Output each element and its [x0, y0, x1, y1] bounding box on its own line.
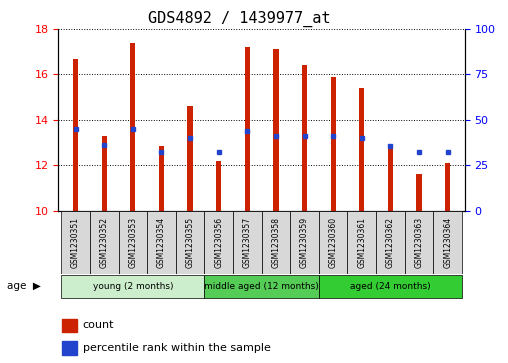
- FancyBboxPatch shape: [61, 275, 204, 298]
- FancyBboxPatch shape: [147, 211, 176, 274]
- Bar: [359, 88, 364, 211]
- Text: count: count: [83, 321, 114, 330]
- Text: GSM1230351: GSM1230351: [71, 217, 80, 268]
- FancyBboxPatch shape: [376, 211, 405, 274]
- FancyBboxPatch shape: [433, 211, 462, 274]
- FancyBboxPatch shape: [319, 275, 462, 298]
- Text: GSM1230355: GSM1230355: [185, 217, 195, 268]
- Bar: [187, 106, 193, 211]
- Text: GSM1230356: GSM1230356: [214, 217, 223, 268]
- Text: GDS4892 / 1439977_at: GDS4892 / 1439977_at: [147, 11, 330, 27]
- Bar: [102, 136, 107, 211]
- Text: young (2 months): young (2 months): [92, 282, 173, 291]
- Bar: [62, 319, 77, 332]
- Text: GSM1230359: GSM1230359: [300, 217, 309, 268]
- FancyBboxPatch shape: [290, 211, 319, 274]
- Bar: [62, 342, 77, 355]
- Bar: [331, 77, 336, 211]
- FancyBboxPatch shape: [233, 211, 262, 274]
- Text: GSM1230364: GSM1230364: [443, 217, 452, 268]
- Text: GSM1230362: GSM1230362: [386, 217, 395, 268]
- Text: GSM1230357: GSM1230357: [243, 217, 252, 268]
- FancyBboxPatch shape: [319, 211, 347, 274]
- Text: middle aged (12 months): middle aged (12 months): [204, 282, 319, 291]
- Bar: [417, 174, 422, 211]
- Text: aged (24 months): aged (24 months): [350, 282, 431, 291]
- Text: age  ▶: age ▶: [7, 281, 41, 291]
- FancyBboxPatch shape: [204, 211, 233, 274]
- Bar: [73, 58, 78, 211]
- FancyBboxPatch shape: [405, 211, 433, 274]
- Bar: [245, 47, 250, 211]
- Bar: [445, 163, 450, 211]
- Text: GSM1230358: GSM1230358: [271, 217, 280, 268]
- Bar: [130, 43, 136, 211]
- Text: GSM1230352: GSM1230352: [100, 217, 109, 268]
- FancyBboxPatch shape: [262, 211, 290, 274]
- Text: GSM1230353: GSM1230353: [129, 217, 137, 268]
- Bar: [302, 65, 307, 211]
- FancyBboxPatch shape: [204, 275, 319, 298]
- Text: GSM1230363: GSM1230363: [415, 217, 424, 268]
- FancyBboxPatch shape: [61, 211, 90, 274]
- Bar: [159, 146, 164, 211]
- Bar: [273, 49, 278, 211]
- Text: GSM1230360: GSM1230360: [329, 217, 338, 268]
- Text: percentile rank within the sample: percentile rank within the sample: [83, 343, 271, 353]
- Text: GSM1230354: GSM1230354: [157, 217, 166, 268]
- FancyBboxPatch shape: [90, 211, 118, 274]
- Bar: [216, 160, 221, 211]
- FancyBboxPatch shape: [176, 211, 204, 274]
- Bar: [388, 146, 393, 211]
- FancyBboxPatch shape: [347, 211, 376, 274]
- Text: GSM1230361: GSM1230361: [357, 217, 366, 268]
- FancyBboxPatch shape: [118, 211, 147, 274]
